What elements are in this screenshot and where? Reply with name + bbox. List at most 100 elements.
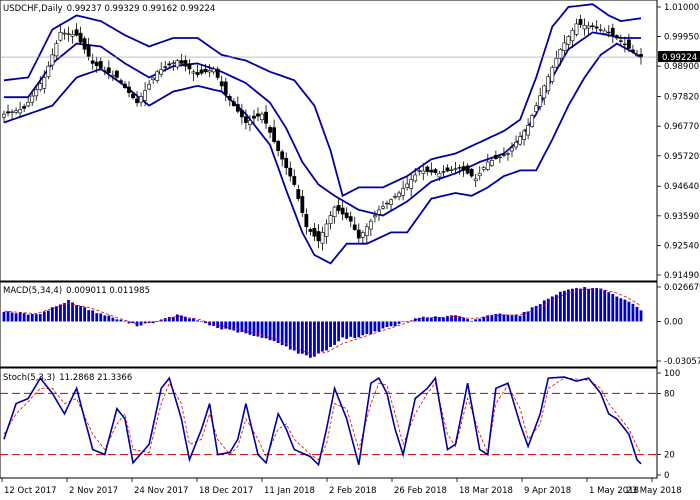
candle-body [312, 228, 317, 237]
candle-body [493, 155, 498, 159]
candle [248, 115, 252, 132]
candle [344, 207, 349, 220]
candle-body [10, 111, 14, 113]
candle-body [405, 183, 410, 188]
candle [356, 223, 361, 243]
macd-bar [123, 320, 127, 322]
macd-bar [369, 321, 373, 335]
candle-body [554, 58, 559, 68]
macd-bar [486, 315, 490, 322]
macd-bar [188, 318, 191, 322]
candle [627, 33, 631, 53]
candle [566, 35, 571, 51]
candle-body [510, 147, 514, 152]
candle-body [195, 72, 200, 75]
candle-body [421, 170, 426, 174]
candle-body [610, 27, 615, 36]
candle-body [514, 141, 518, 148]
macd-bar [115, 319, 119, 322]
candle [461, 161, 466, 177]
macd-bar [595, 287, 599, 322]
candle [614, 34, 619, 41]
macd-bar [300, 321, 304, 354]
candle-body [538, 95, 543, 107]
candle [252, 109, 256, 125]
candle-body [590, 25, 595, 28]
price-axis-label: 0.91490 [664, 271, 699, 281]
candle [114, 69, 119, 81]
candle-body [46, 65, 51, 77]
macd-bar [204, 321, 207, 324]
candle [42, 70, 47, 94]
candle [135, 91, 139, 107]
candle-body [385, 202, 389, 205]
candle [292, 169, 297, 187]
candle [272, 119, 277, 144]
candle [38, 76, 43, 92]
price-axis-label: 0.95720 [664, 152, 699, 162]
candle-body [203, 68, 208, 73]
candle [6, 104, 10, 117]
candle [280, 149, 285, 167]
candle-body [54, 43, 59, 57]
candle-body [433, 169, 438, 174]
time-axis-label: 23 May 2018 [626, 486, 681, 496]
candle [590, 22, 595, 31]
macd-signal-line [3, 288, 642, 355]
candle [332, 205, 337, 224]
candle [127, 81, 131, 98]
candle [179, 53, 184, 67]
candle-body [332, 206, 337, 218]
macd-bar [192, 318, 195, 322]
candle [493, 150, 498, 160]
candle-body [348, 216, 353, 222]
macd-bar [417, 317, 421, 322]
candle [518, 132, 522, 146]
macd-bar [200, 321, 203, 323]
macd-bar [292, 321, 296, 351]
candle-body [231, 101, 236, 106]
stoch-axis-label: 20 [664, 451, 675, 461]
candle [219, 75, 224, 93]
candle [570, 27, 575, 49]
candle-body [187, 63, 192, 70]
macd-bar [385, 321, 389, 327]
macd-bar [50, 307, 54, 322]
candle-body [469, 168, 474, 177]
candle-body [34, 89, 39, 97]
candle-body [98, 61, 103, 69]
time-axis: 12 Oct 2017 2 Nov 2017 24 Nov 2017 18 Dec 2… [1, 478, 682, 496]
macd-bar [10, 312, 14, 322]
macd-title: MACD(5,34,4) 0.009011 0.011985 [3, 286, 150, 296]
candle [610, 23, 615, 44]
candle [445, 164, 450, 173]
candle [405, 176, 410, 191]
macd-bar [175, 314, 179, 322]
candle [489, 157, 494, 168]
candle-body [284, 157, 289, 168]
candle-body [143, 90, 148, 101]
candle-body [300, 196, 305, 214]
stoch-axis-label: 80 [664, 389, 675, 399]
candle [296, 184, 301, 202]
macd-bar [26, 314, 30, 322]
candle-body [570, 29, 575, 42]
candle-body [457, 167, 462, 169]
candle [473, 173, 478, 188]
candle [300, 189, 305, 217]
macd-bar [264, 321, 268, 339]
candle [163, 61, 168, 72]
candle [433, 167, 438, 175]
macd-bar [353, 321, 357, 339]
candle-body [316, 231, 321, 242]
candle-body [373, 215, 377, 218]
candle-body [272, 127, 277, 142]
macd-bar [208, 321, 212, 326]
time-axis-label: 12 Oct 2017 [4, 486, 57, 496]
candle [199, 64, 204, 76]
candle [312, 223, 317, 241]
candle [14, 107, 18, 115]
candle [235, 96, 240, 114]
candle [151, 76, 156, 84]
candle [586, 21, 591, 35]
